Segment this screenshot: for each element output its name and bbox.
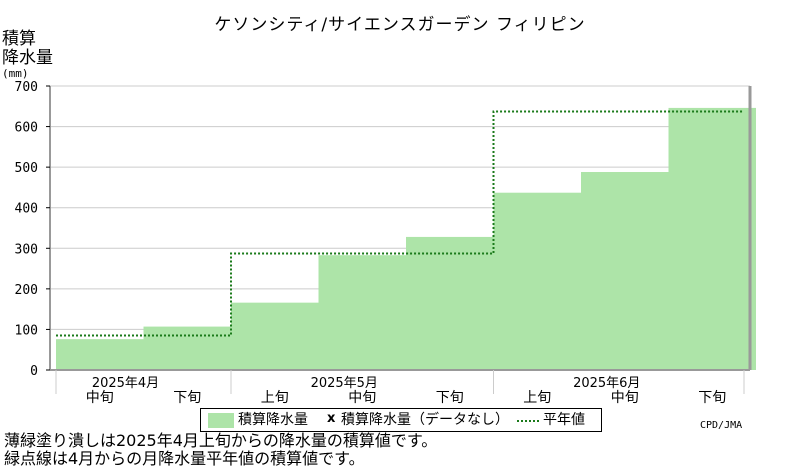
x-month-label: 2025年6月 (573, 376, 640, 391)
x-period-label: 中旬 (611, 390, 639, 406)
x-period-label: 下旬 (436, 390, 464, 406)
y-axis-label-line-1: 積算 (2, 29, 36, 49)
precip-bar (581, 172, 669, 370)
legend-missing-label: 積算降水量（データなし） (341, 412, 509, 428)
y-tick-label: 100 (15, 323, 38, 338)
y-tick-label: 0 (30, 364, 38, 379)
precip-bar (56, 339, 144, 370)
y-axis-unit: (mm) (2, 67, 29, 80)
legend-normal-line (517, 420, 539, 422)
precip-bar (231, 302, 319, 370)
y-axis-label-line-2: 降水量 (2, 48, 53, 68)
x-period-label: 下旬 (698, 390, 726, 406)
precip-bar (406, 236, 494, 370)
x-month-label: 2025年4月 (92, 376, 159, 391)
chart-title: ケソンシティ/サイエンスガーデン フィリピン (214, 15, 586, 35)
y-tick-label: 400 (15, 202, 38, 217)
y-tick-label: 600 (15, 121, 38, 136)
precip-bar (143, 326, 231, 370)
legend: 積算降水量 x 積算降水量（データなし） 平年値 (200, 408, 602, 432)
precip-bar (318, 255, 406, 370)
x-period-label: 下旬 (173, 390, 201, 406)
notes: 薄緑塗り潰しは2025年4月上旬からの降水量の積算値です。 緑点線は4月からの月… (4, 432, 437, 468)
y-tick-label: 700 (15, 80, 38, 95)
x-month-label: 2025年5月 (311, 376, 378, 391)
y-tick-label: 500 (15, 161, 38, 176)
legend-accumulated-label: 積算降水量 (238, 412, 308, 428)
y-tick-label: 300 (15, 242, 38, 257)
y-tick-label: 200 (15, 283, 38, 298)
legend-fill-swatch (208, 413, 234, 428)
x-period-label: 上旬 (523, 390, 551, 406)
precip-bar (668, 107, 756, 370)
y-axis-label: 積算 降水量 (mm) (2, 30, 53, 80)
x-period-label: 上旬 (261, 390, 289, 406)
note-fill: 薄緑塗り潰しは2025年4月上旬からの降水量の積算値です。 (4, 431, 438, 450)
note-normal: 緑点線は4月からの月降水量平年値の積算値です。 (4, 449, 365, 468)
legend-normal-label: 平年値 (543, 412, 585, 428)
precip-bar (493, 192, 581, 370)
normal-step-line (56, 110, 744, 337)
credit-text: CPD/JMA (700, 420, 743, 431)
x-period-label: 中旬 (86, 390, 114, 406)
legend-missing-marker: x (327, 411, 336, 426)
x-period-label: 中旬 (348, 390, 376, 406)
